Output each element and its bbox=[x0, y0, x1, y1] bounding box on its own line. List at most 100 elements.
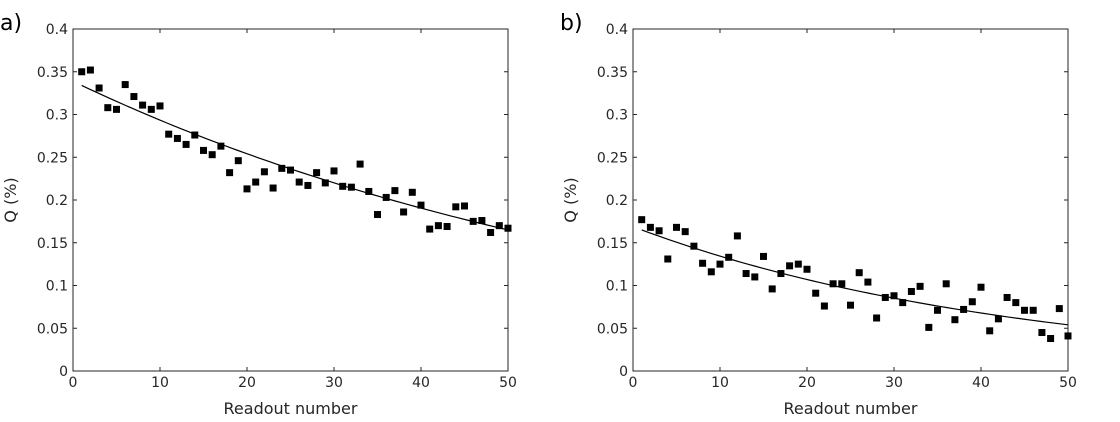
y-tick-label: 0.05 bbox=[37, 321, 68, 337]
data-point bbox=[760, 252, 767, 260]
data-point bbox=[391, 187, 399, 195]
data-point bbox=[907, 287, 915, 295]
x-tick-label: 10 bbox=[151, 375, 169, 391]
data-point bbox=[434, 222, 442, 230]
data-point bbox=[951, 316, 959, 324]
data-point bbox=[147, 105, 155, 113]
y-tick-label: 0.2 bbox=[606, 193, 628, 209]
y-tick-label: 0.1 bbox=[606, 279, 628, 295]
data-point bbox=[461, 202, 468, 210]
data-point bbox=[278, 164, 286, 172]
data-point bbox=[295, 178, 303, 186]
data-point bbox=[426, 225, 434, 233]
y-tick-label: 0.25 bbox=[37, 150, 68, 166]
data-point bbox=[1021, 306, 1028, 314]
y-axis-label: Q (%) bbox=[561, 177, 580, 222]
data-point bbox=[139, 101, 147, 109]
y-axis-label: Q (%) bbox=[1, 177, 20, 222]
data-point bbox=[356, 160, 364, 168]
data-point bbox=[960, 305, 968, 313]
data-point bbox=[638, 216, 646, 224]
data-point bbox=[890, 292, 898, 300]
x-tick-label: 30 bbox=[325, 375, 343, 391]
data-point bbox=[847, 301, 854, 309]
data-point bbox=[330, 167, 338, 175]
data-point bbox=[968, 298, 976, 306]
data-point bbox=[226, 169, 234, 177]
x-tick-label: 30 bbox=[885, 375, 903, 391]
data-point bbox=[1055, 305, 1063, 313]
y-tick-label: 0.35 bbox=[37, 65, 68, 81]
data-point bbox=[130, 93, 138, 101]
data-point bbox=[182, 140, 190, 148]
y-tick-label: 0.15 bbox=[37, 236, 68, 252]
data-point bbox=[925, 323, 933, 331]
data-point bbox=[313, 169, 321, 177]
data-point bbox=[121, 81, 129, 89]
data-point bbox=[347, 183, 355, 191]
data-point bbox=[1064, 332, 1072, 340]
data-point bbox=[173, 134, 181, 142]
y-tick-label: 0.15 bbox=[597, 236, 628, 252]
data-point bbox=[681, 228, 689, 236]
data-point bbox=[994, 315, 1002, 323]
data-point bbox=[855, 269, 863, 277]
data-point bbox=[742, 270, 750, 278]
panel-label: b) bbox=[560, 11, 583, 36]
data-point bbox=[252, 178, 260, 186]
x-tick-label: 10 bbox=[711, 375, 729, 391]
data-point bbox=[504, 224, 512, 232]
y-tick-label: 0.25 bbox=[597, 150, 628, 166]
data-point bbox=[786, 262, 794, 270]
x-axis-label: Readout number bbox=[784, 399, 918, 418]
x-tick-label: 50 bbox=[1059, 375, 1077, 391]
data-point bbox=[400, 208, 408, 216]
data-point bbox=[1038, 329, 1046, 337]
data-point bbox=[165, 130, 173, 138]
data-point bbox=[191, 131, 199, 139]
data-point bbox=[864, 278, 872, 286]
panel-b: 0 10 20 30 40 50 0 0.05 0.1 0.15 0.2 0.25 0.3 0.35 0.4… bbox=[560, 11, 1077, 418]
data-point bbox=[495, 222, 503, 230]
data-point bbox=[881, 293, 889, 301]
y-tick-label: 0.05 bbox=[597, 321, 628, 337]
data-point bbox=[321, 179, 329, 187]
y-tick-label: 0.2 bbox=[46, 193, 68, 209]
panel-a: 0 10 20 30 40 50 0 0.05 0.1 0.15 0.2 0.25 0.3 0.35 0.4… bbox=[0, 11, 517, 418]
data-point bbox=[673, 223, 680, 231]
data-point bbox=[777, 270, 785, 278]
data-point bbox=[243, 185, 251, 193]
y-tick-label: 0.3 bbox=[46, 108, 68, 124]
data-point bbox=[487, 228, 495, 236]
data-point bbox=[873, 314, 881, 322]
data-point bbox=[86, 66, 94, 74]
data-point bbox=[478, 217, 486, 225]
y-tick-label: 0.4 bbox=[46, 22, 68, 38]
fit-curve bbox=[81, 84, 509, 231]
data-point bbox=[716, 260, 724, 268]
data-point bbox=[977, 283, 985, 291]
data-point bbox=[417, 201, 425, 209]
data-point bbox=[208, 151, 216, 159]
data-point bbox=[838, 280, 846, 288]
data-point bbox=[942, 280, 950, 288]
data-point bbox=[339, 182, 347, 190]
data-point bbox=[365, 187, 373, 195]
x-tick-label: 20 bbox=[238, 375, 256, 391]
data-point bbox=[382, 193, 390, 201]
data-point bbox=[217, 142, 225, 150]
data-point bbox=[269, 184, 277, 192]
data-point bbox=[646, 223, 654, 231]
x-tick-label: 40 bbox=[972, 375, 990, 391]
data-point bbox=[408, 188, 416, 196]
data-point bbox=[95, 84, 103, 92]
data-point bbox=[664, 255, 672, 263]
y-tick-label: 0.3 bbox=[606, 108, 628, 124]
data-point bbox=[899, 299, 907, 307]
data-point bbox=[200, 146, 207, 154]
plot-area-frame bbox=[632, 28, 1069, 372]
data-point bbox=[986, 327, 994, 335]
data-point bbox=[803, 265, 811, 273]
data-point bbox=[113, 105, 120, 113]
